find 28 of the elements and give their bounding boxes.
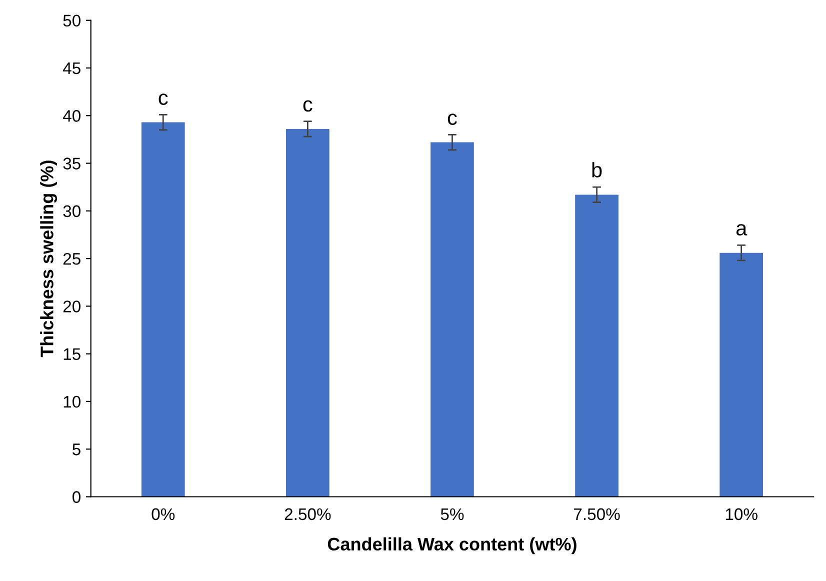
- bar: [430, 142, 474, 497]
- y-tick-label: 30: [63, 205, 80, 218]
- y-tick-label: 35: [63, 158, 80, 170]
- annotation: c: [303, 100, 312, 112]
- y-tick-label: 40: [62, 110, 80, 122]
- bar: [575, 194, 618, 497]
- y-tick-label: 15: [64, 348, 80, 360]
- y-tick-label: 5: [72, 444, 80, 456]
- bar: [720, 252, 764, 497]
- annotation: b: [592, 162, 602, 178]
- y-tick-label: 45: [62, 62, 80, 74]
- x-tick-label: 0%: [152, 508, 175, 520]
- bar: [141, 122, 185, 497]
- x-tick-label: 10%: [726, 508, 758, 520]
- x-tick-label: 5%: [440, 508, 464, 520]
- annotation: c: [158, 94, 168, 105]
- annotation: a: [736, 224, 748, 236]
- y-tick-label: 20: [63, 300, 80, 312]
- y-axis-title: Thickness swelling (%): [40, 160, 58, 358]
- x-tick-label: 7.50%: [574, 508, 620, 520]
- x-tick-label: 2.50%: [284, 508, 331, 520]
- bar: [286, 128, 330, 497]
- y-tick-label: 10: [64, 396, 80, 408]
- y-tick-label: 25: [63, 252, 80, 265]
- y-tick-label: 50: [63, 14, 80, 27]
- annotation: c: [448, 114, 457, 125]
- x-axis-title: Candelilla Wax content (wt%): [328, 537, 576, 554]
- y-tick-label: 0: [72, 491, 80, 503]
